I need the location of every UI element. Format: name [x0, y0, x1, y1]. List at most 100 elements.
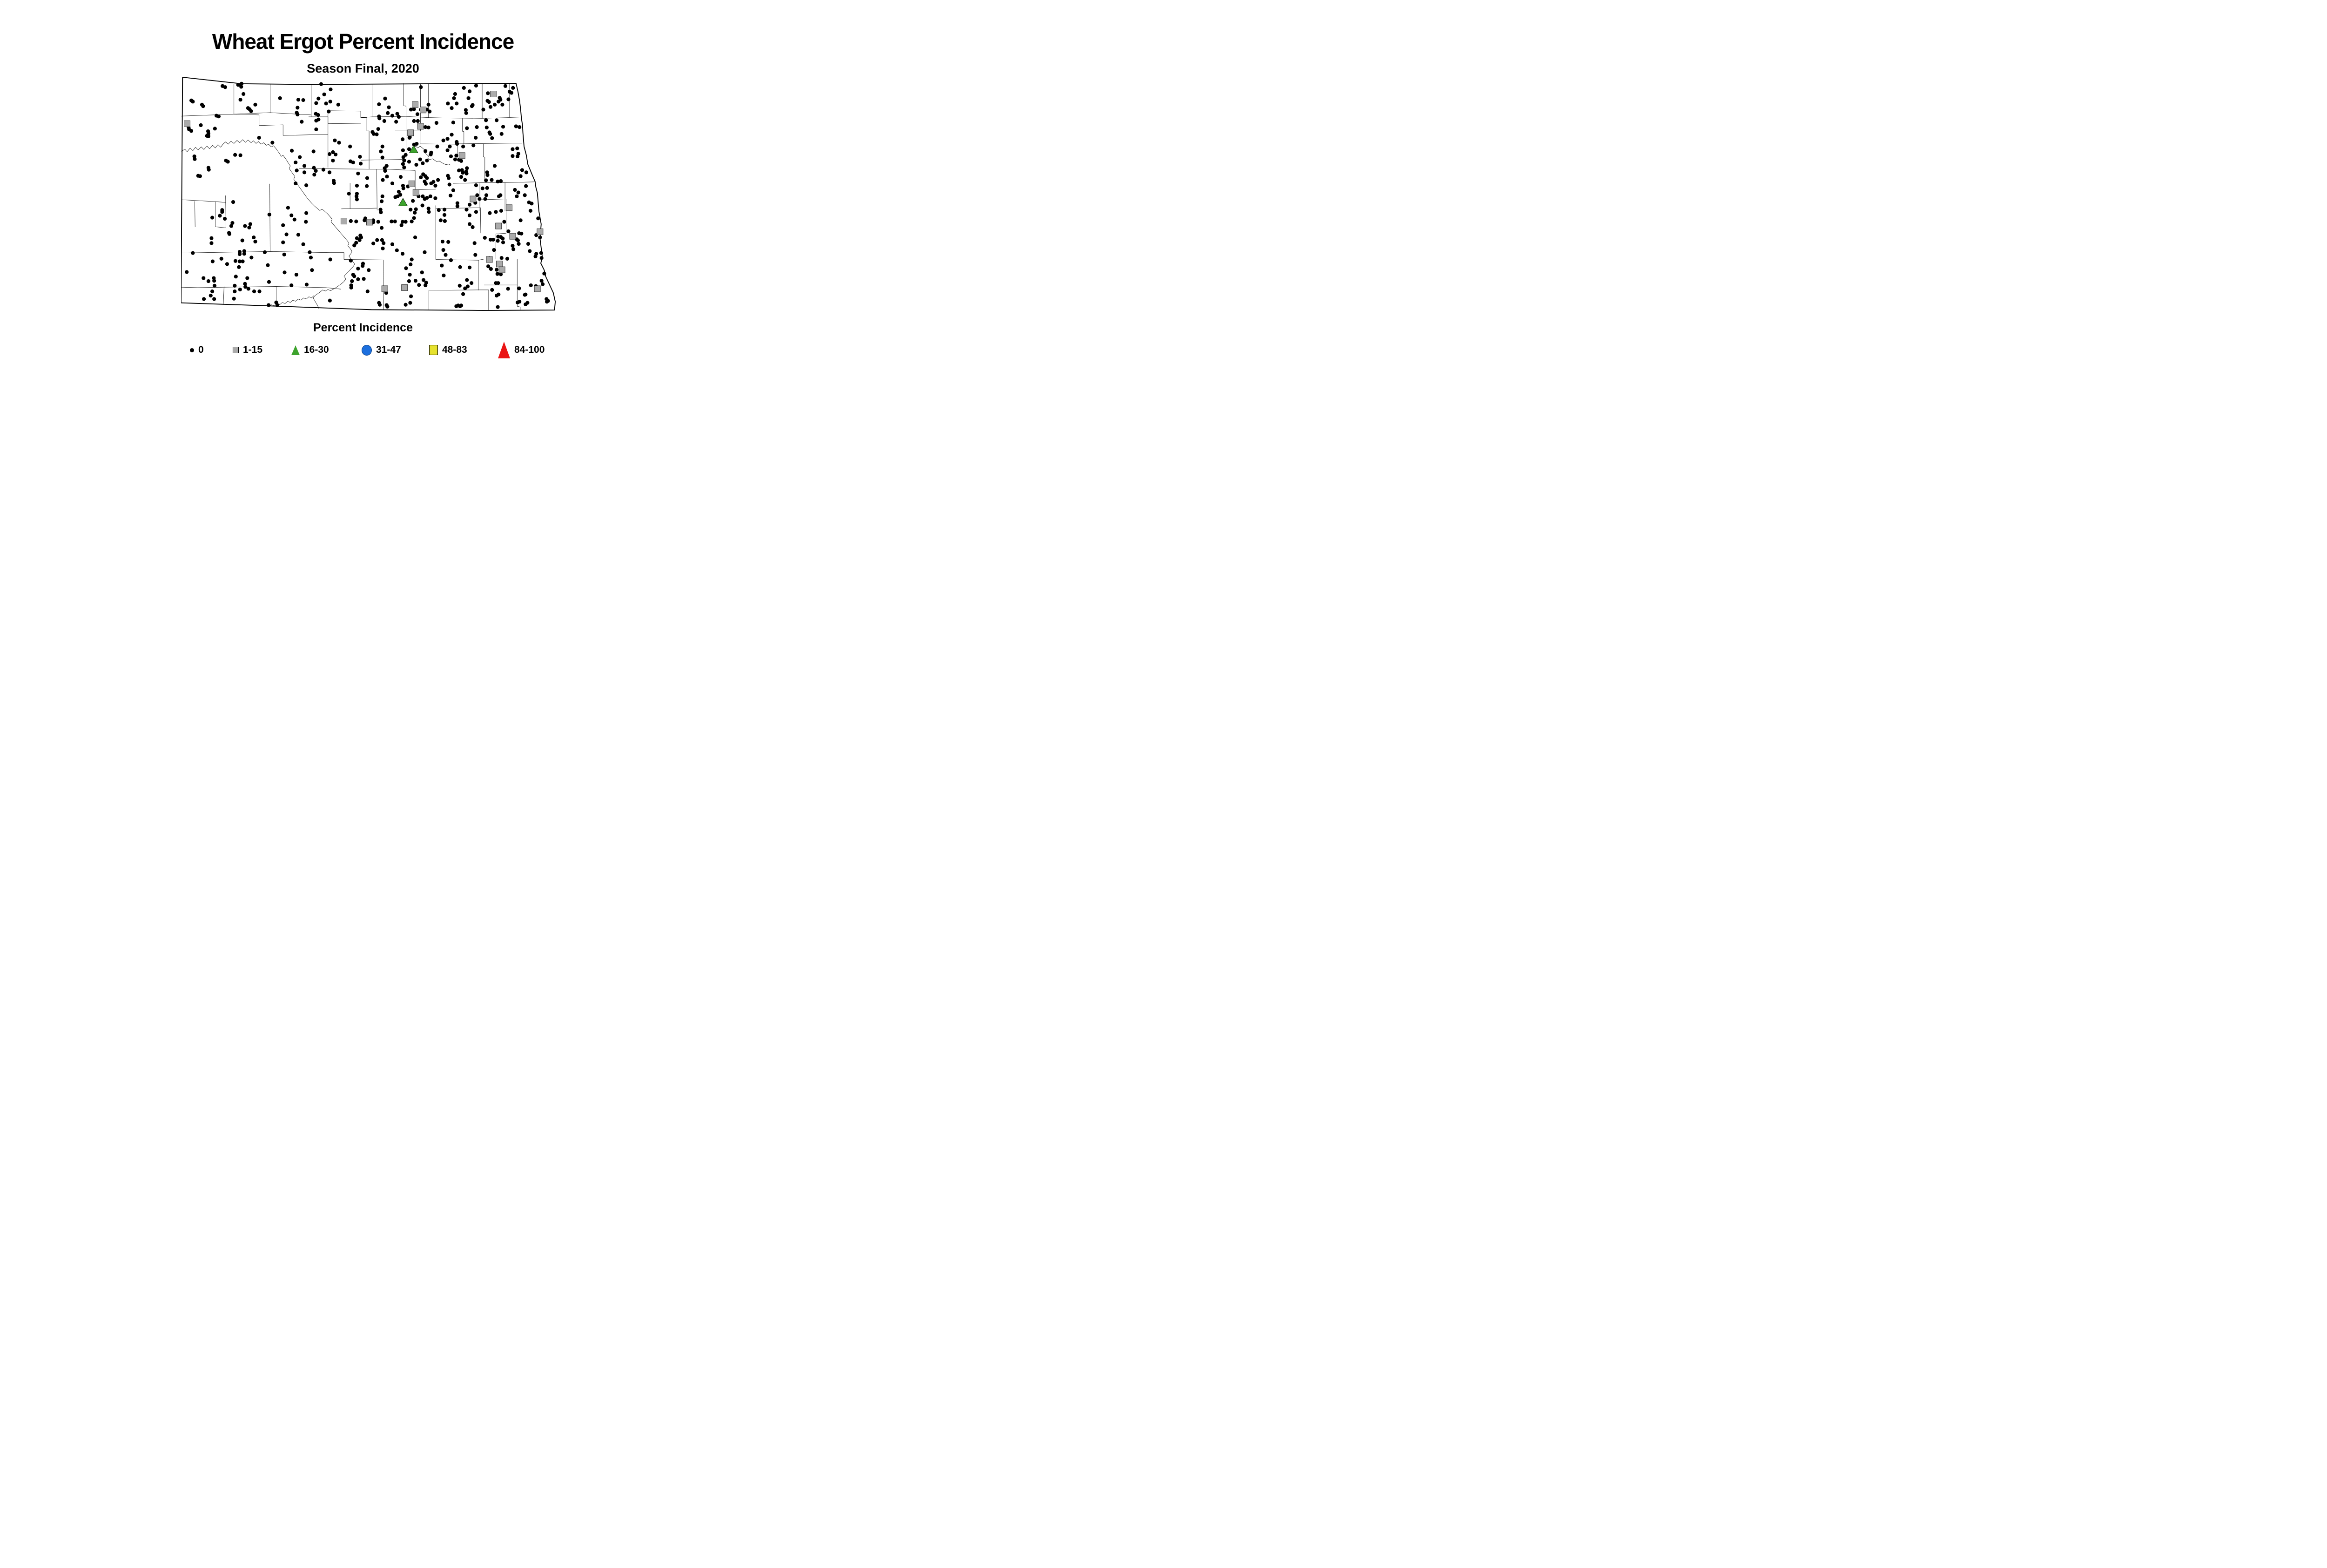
map-point-dot-0	[471, 225, 475, 229]
county-boundary	[299, 168, 416, 171]
map-point-dot-0	[524, 184, 528, 188]
county-boundary	[496, 199, 506, 259]
map-point-dot-0	[496, 305, 500, 309]
map-point-dot-0	[494, 210, 498, 214]
map-point-dot-0	[400, 220, 405, 224]
map-point-dot-0	[424, 182, 428, 186]
map-point-dot-0	[239, 81, 244, 86]
map-point-dot-0	[390, 219, 394, 223]
county-boundary	[341, 208, 377, 209]
map-point-dot-0	[433, 183, 437, 188]
map-point-dot-0	[289, 148, 294, 153]
map-point-dot-0	[385, 175, 389, 179]
map-point-dot-0	[506, 229, 511, 234]
map-point-dot-0	[231, 200, 235, 204]
map-point-dot-0	[383, 168, 387, 173]
map-point-dot-0	[402, 158, 406, 163]
map-point-dot-0	[426, 206, 430, 211]
map-point-dot-0	[209, 236, 214, 240]
map-point-dot-0	[485, 173, 490, 177]
map-point-dot-0	[294, 160, 298, 165]
map-point-dot-0	[379, 149, 383, 154]
map-point-dot-0	[472, 241, 477, 245]
legend-label: 16-30	[304, 344, 329, 355]
map-point-dot-0	[331, 150, 335, 155]
map-point-dot-0	[218, 214, 222, 218]
map-point-dot-0	[380, 238, 384, 242]
map-point-dot-0	[380, 144, 384, 148]
map-point-dot-0	[425, 196, 429, 200]
map-point-dot-0	[424, 283, 428, 288]
map-point-square-1-15	[486, 256, 493, 263]
map-point-dot-0	[509, 91, 514, 95]
map-point-dot-0	[505, 256, 510, 261]
map-point-dot-0	[515, 194, 519, 198]
map-point-dot-0	[237, 259, 242, 263]
map-point-dot-0	[539, 251, 543, 255]
map-point-dot-0	[212, 297, 216, 301]
map-point-dot-0	[238, 98, 242, 102]
map-point-dot-0	[499, 209, 504, 213]
map-point-square-1-15	[407, 129, 414, 136]
map-point-dot-0	[371, 132, 376, 136]
map-point-dot-0	[252, 236, 256, 240]
map-point-dot-0	[458, 265, 462, 269]
map-point-dot-0	[312, 166, 316, 170]
map-point-dot-0	[356, 277, 360, 282]
map-point-dot-0	[461, 292, 465, 296]
map-point-dot-0	[314, 101, 318, 105]
map-point-dot-0	[474, 183, 478, 188]
map-point-square-1-15	[509, 233, 516, 240]
map-point-dot-0	[456, 303, 460, 308]
county-boundary	[309, 116, 361, 124]
map-point-dot-0	[278, 96, 282, 101]
map-point-dot-0	[421, 278, 426, 282]
map-point-dot-0	[281, 240, 285, 244]
map-point-dot-0	[289, 213, 294, 217]
map-point-dot-0	[302, 170, 307, 175]
map-point-dot-0	[316, 117, 321, 121]
map-point-dot-0	[449, 194, 453, 198]
map-point-dot-0	[506, 97, 511, 101]
map-point-dot-0	[220, 210, 224, 214]
map-point-dot-0	[206, 279, 210, 283]
map-point-dot-0	[294, 181, 298, 186]
map-point-dot-0	[518, 218, 523, 222]
map-point-dot-0	[467, 89, 472, 94]
map-point-dot-0	[395, 248, 399, 252]
map-point-dot-0	[478, 197, 482, 201]
map-point-dot-0	[511, 154, 515, 158]
map-point-dot-0	[484, 178, 488, 182]
map-point-dot-0	[495, 118, 499, 122]
map-point-dot-0	[377, 102, 381, 107]
map-point-dot-0	[459, 175, 464, 179]
river	[181, 139, 355, 309]
map-point-dot-0	[239, 85, 243, 89]
map-point-dot-0	[377, 116, 382, 121]
map-point-dot-0	[222, 216, 227, 221]
map-point-dot-0	[328, 298, 332, 303]
map-point-dot-0	[270, 141, 275, 145]
map-point-dot-0	[282, 252, 286, 256]
map-point-dot-0	[390, 242, 395, 246]
map-point-dot-0	[473, 253, 478, 257]
map-point-dot-0	[314, 127, 318, 132]
map-point-dot-0	[435, 144, 439, 148]
map-point-dot-0	[407, 160, 411, 164]
county-boundary	[457, 143, 522, 144]
map-point-dot-0	[390, 114, 395, 118]
map-point-dot-0	[450, 106, 454, 110]
map-point-dot-0	[501, 240, 505, 244]
map-point-dot-0	[237, 265, 241, 269]
map-point-dot-0	[530, 202, 534, 206]
map-point-square-1-15	[417, 123, 424, 130]
map-point-dot-0	[401, 155, 405, 159]
map-point-dot-0	[348, 144, 352, 148]
map-point-dot-0	[438, 218, 443, 222]
county-boundary	[404, 83, 406, 160]
map-point-dot-0	[428, 109, 432, 114]
map-point-square-1-15	[366, 219, 373, 226]
county-boundary	[453, 182, 535, 184]
map-point-dot-0	[241, 259, 245, 263]
map-point-dot-0	[238, 287, 242, 292]
